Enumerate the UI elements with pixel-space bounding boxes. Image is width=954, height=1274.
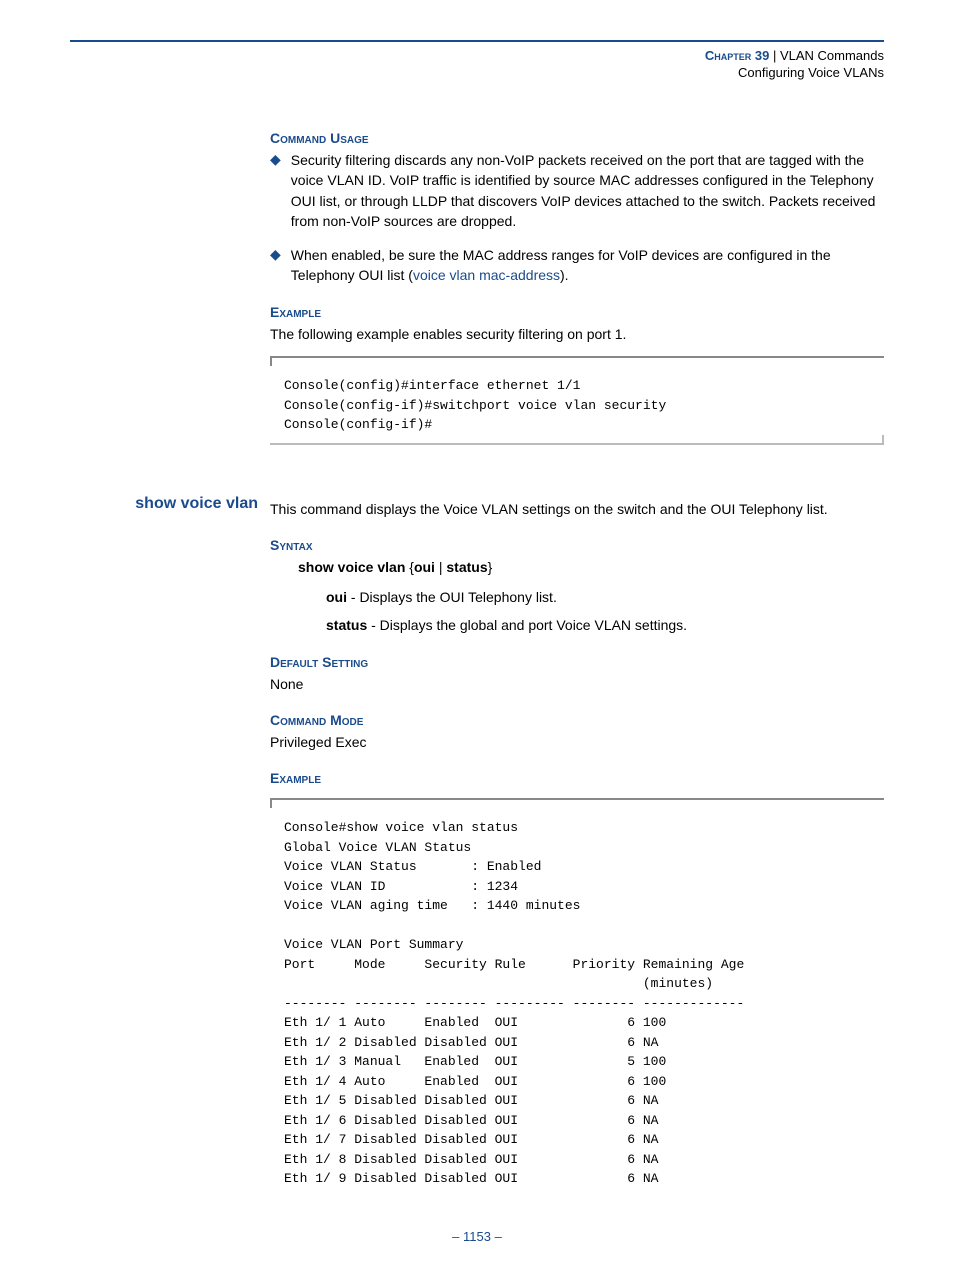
example-heading: Example bbox=[270, 770, 884, 786]
command-section: show voice vlan This command displays th… bbox=[70, 495, 884, 1199]
syntax-opt2: status bbox=[446, 559, 487, 575]
bullet-posttext: ). bbox=[560, 267, 569, 283]
bullet-marker-icon: ◆ bbox=[270, 150, 281, 170]
command-mode-heading: Command Mode bbox=[270, 712, 884, 728]
page-number: – 1153 – bbox=[70, 1229, 884, 1244]
code-frame-top bbox=[270, 798, 884, 800]
bullet-text: When enabled, be sure the MAC address ra… bbox=[291, 245, 884, 286]
code-example-1: Console(config)#interface ethernet 1/1 C… bbox=[270, 366, 884, 445]
syntax-cmd: show voice vlan bbox=[298, 559, 405, 575]
header-divider: | bbox=[773, 48, 776, 63]
opt-name: status bbox=[326, 617, 367, 633]
code-example-2: Console#show voice vlan status Global Vo… bbox=[270, 808, 884, 1199]
chapter-subtitle: Configuring Voice VLANs bbox=[70, 65, 884, 80]
syntax-option-desc: oui - Displays the OUI Telephony list. bbox=[326, 587, 884, 607]
syntax-option-desc: status - Displays the global and port Vo… bbox=[326, 615, 884, 635]
opt-desc: - Displays the OUI Telephony list. bbox=[347, 589, 557, 605]
opt-name: oui bbox=[326, 589, 347, 605]
chapter-title: VLAN Commands bbox=[780, 48, 884, 63]
syntax-heading: Syntax bbox=[270, 537, 884, 553]
bullet-item: ◆ Security filtering discards any non-Vo… bbox=[270, 150, 884, 231]
bullet-text: Security filtering discards any non-VoIP… bbox=[291, 150, 884, 231]
example-intro: The following example enables security f… bbox=[270, 324, 884, 344]
default-setting-heading: Default Setting bbox=[270, 654, 884, 670]
command-body: This command displays the Voice VLAN set… bbox=[270, 495, 884, 1199]
bullet-marker-icon: ◆ bbox=[270, 245, 281, 265]
code-frame-top bbox=[270, 356, 884, 358]
bullet-item: ◆ When enabled, be sure the MAC address … bbox=[270, 245, 884, 286]
default-setting-value: None bbox=[270, 674, 884, 694]
brace-close: } bbox=[488, 559, 493, 575]
content-block-1: Command Usage ◆ Security filtering disca… bbox=[270, 130, 884, 445]
syntax-opt1: oui bbox=[414, 559, 435, 575]
example-heading: Example bbox=[270, 304, 884, 320]
cross-reference-link[interactable]: voice vlan mac-address bbox=[413, 267, 560, 283]
opt-desc: - Displays the global and port Voice VLA… bbox=[367, 617, 687, 633]
command-description: This command displays the Voice VLAN set… bbox=[270, 499, 884, 519]
syntax-pipe: | bbox=[439, 559, 443, 575]
syntax-line: show voice vlan {oui | status} bbox=[298, 557, 884, 577]
page-container: Chapter 39 | VLAN Commands Configuring V… bbox=[0, 0, 954, 1274]
chapter-label: Chapter 39 bbox=[705, 48, 769, 63]
command-mode-value: Privileged Exec bbox=[270, 732, 884, 752]
page-header: Chapter 39 | VLAN Commands Configuring V… bbox=[70, 42, 884, 80]
command-usage-heading: Command Usage bbox=[270, 130, 884, 146]
command-name: show voice vlan bbox=[70, 495, 270, 513]
